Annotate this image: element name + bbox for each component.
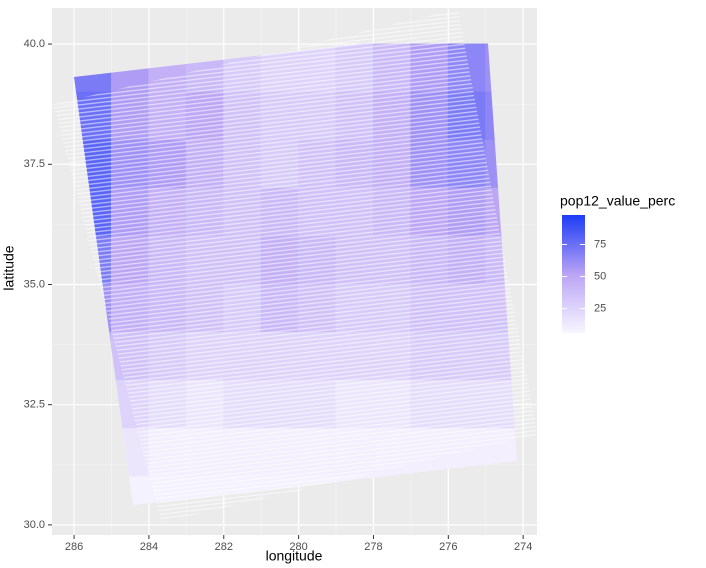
y-tick-label: 32.5 bbox=[24, 399, 45, 411]
x-tick-label: 284 bbox=[140, 541, 158, 553]
y-tick-label: 30.0 bbox=[24, 519, 45, 531]
x-tick-label: 286 bbox=[65, 541, 83, 553]
legend-label: 75 bbox=[594, 238, 606, 250]
x-tick-label: 280 bbox=[289, 541, 307, 553]
y-axis-title: latitude bbox=[1, 245, 17, 290]
y-tick-label: 35.0 bbox=[24, 278, 45, 290]
x-tick-label: 282 bbox=[215, 541, 233, 553]
legend-label: 50 bbox=[594, 270, 606, 282]
x-tick-label: 274 bbox=[514, 541, 532, 553]
legend-label: 25 bbox=[594, 303, 606, 315]
x-axis-title: longitude bbox=[266, 548, 323, 564]
legend-title: pop12_value_perc bbox=[560, 193, 675, 209]
colorbar bbox=[562, 215, 585, 333]
x-tick-label: 278 bbox=[364, 541, 382, 553]
x-tick-label: 276 bbox=[439, 541, 457, 553]
y-tick-label: 37.5 bbox=[24, 158, 45, 170]
y-tick-label: 40.0 bbox=[24, 38, 45, 50]
scan-lines bbox=[53, 9, 538, 523]
